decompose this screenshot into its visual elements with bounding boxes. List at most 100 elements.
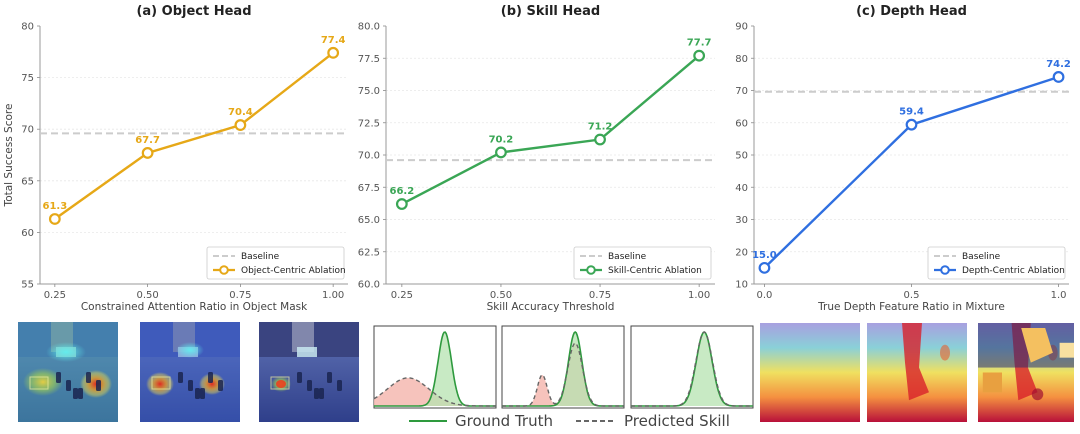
depth-object <box>940 344 950 361</box>
chart-title: (a) Object Head <box>136 4 251 19</box>
heat-spot <box>46 342 86 362</box>
legend-ground-truth-label: Ground Truth <box>455 412 553 430</box>
y-tick-label: 70 <box>21 125 34 136</box>
data-point <box>1052 71 1065 83</box>
x-tick-label: 0.0 <box>756 290 772 301</box>
data-label: 70.4 <box>228 107 253 118</box>
object-bottle <box>86 372 91 383</box>
heat-spot <box>146 372 174 396</box>
y-tick-label: 80 <box>21 22 34 33</box>
data-label: 77.4 <box>321 35 346 46</box>
depth-image-1 <box>867 323 967 422</box>
distribution-panel-2 <box>630 325 754 409</box>
robot-gripper <box>297 347 317 357</box>
y-axis-label: Total Success Score <box>3 104 15 208</box>
predicted-curve <box>373 377 496 407</box>
data-label: 67.7 <box>135 135 160 146</box>
distribution-legend: Ground Truth Predicted Skill <box>409 412 730 430</box>
data-point <box>693 49 706 62</box>
object-bottle <box>195 388 200 399</box>
predicted-curve <box>631 331 753 407</box>
depth-box <box>982 372 1002 393</box>
legend-series-marker <box>940 265 950 275</box>
chart-title: (b) Skill Head <box>501 4 600 19</box>
y-tick-label: 75.0 <box>358 86 380 97</box>
y-tick-label: 50 <box>735 151 748 162</box>
x-tick-label: 0.50 <box>136 290 158 301</box>
data-label: 74.2 <box>1046 59 1071 70</box>
legend-series-marker <box>219 265 229 275</box>
robot-arm <box>292 322 314 352</box>
x-tick-label: 1.00 <box>322 290 344 301</box>
y-tick-label: 30 <box>735 215 748 226</box>
data-point <box>395 198 408 210</box>
depth-box <box>1059 342 1074 358</box>
x-tick-label: 0.5 <box>904 290 920 301</box>
heat-spot <box>176 342 204 358</box>
data-point <box>48 213 61 225</box>
depth-image-2 <box>978 323 1074 422</box>
data-point <box>758 261 771 274</box>
legend-box <box>206 246 345 280</box>
heat-overlay <box>140 322 240 422</box>
y-tick-label: 67.5 <box>358 183 380 194</box>
y-tick-label: 55 <box>21 280 34 291</box>
data-point <box>495 146 507 159</box>
chart-panel-1: 60.0 62.5 65.0 67.5 70.0 72.5 75.0 77.5 80.0 0.25… <box>358 4 715 313</box>
series-line <box>763 75 1059 269</box>
object-bottle <box>96 380 101 391</box>
x-tick-label: 0.25 <box>391 290 413 301</box>
series-line <box>401 54 700 206</box>
y-tick-label: 40 <box>735 183 748 194</box>
object-bottle <box>218 380 223 391</box>
x-tick-label: 0.75 <box>229 290 251 301</box>
legend-box <box>927 246 1066 280</box>
y-tick-label: 62.5 <box>358 247 380 258</box>
x-tick-label: 0.50 <box>490 290 512 301</box>
legend: Baseline Depth-Centric Ablation <box>927 246 1066 280</box>
object-bottle <box>297 372 302 383</box>
object-bottle <box>314 388 319 399</box>
depth-arm <box>902 323 929 401</box>
y-tick-label: 10 <box>735 280 748 291</box>
x-tick-label: 0.25 <box>44 290 66 301</box>
ground-truth-fill <box>374 332 496 406</box>
predicted-fill <box>374 377 496 406</box>
data-label: 71.2 <box>588 122 613 133</box>
predicted-curve <box>502 342 624 407</box>
legend: Baseline Skill-Centric Ablation <box>573 246 712 280</box>
y-tick-label: 60 <box>735 118 748 129</box>
y-tick-label: 65.0 <box>358 215 380 226</box>
heat-spot <box>276 380 286 388</box>
object-box <box>270 376 290 390</box>
y-tick-label: 77.5 <box>358 54 380 65</box>
data-point <box>141 147 154 159</box>
series-line <box>54 51 334 220</box>
chart-title: (c) Depth Head <box>856 4 967 19</box>
y-tick-label: 90 <box>735 22 748 33</box>
object-bottle <box>56 372 61 383</box>
attention-image-1 <box>140 322 240 422</box>
y-tick-label: 80 <box>735 54 748 65</box>
object-bottle <box>327 372 332 383</box>
y-tick-label: 60 <box>21 228 34 239</box>
attention-image-2 <box>259 322 359 422</box>
legend-predicted-label: Predicted Skill <box>624 412 730 430</box>
object-bottle <box>319 388 324 399</box>
data-label: 61.3 <box>42 201 67 212</box>
y-tick-label: 70.0 <box>358 151 380 162</box>
legend-series-label: Depth-Centric Ablation <box>962 266 1065 276</box>
y-tick-label: 72.5 <box>358 118 380 129</box>
x-tick-label: 1.0 <box>1051 290 1067 301</box>
data-point <box>327 46 340 59</box>
object-bottle <box>73 388 78 399</box>
depth-object <box>1031 388 1044 401</box>
distribution-panel-1 <box>501 325 625 409</box>
data-label: 77.7 <box>687 38 712 49</box>
legend: Baseline Object-Centric Ablation <box>206 246 346 280</box>
object-bottle <box>208 372 213 383</box>
legend-series-marker <box>586 265 596 275</box>
legend-series-label: Skill-Centric Ablation <box>608 266 702 276</box>
